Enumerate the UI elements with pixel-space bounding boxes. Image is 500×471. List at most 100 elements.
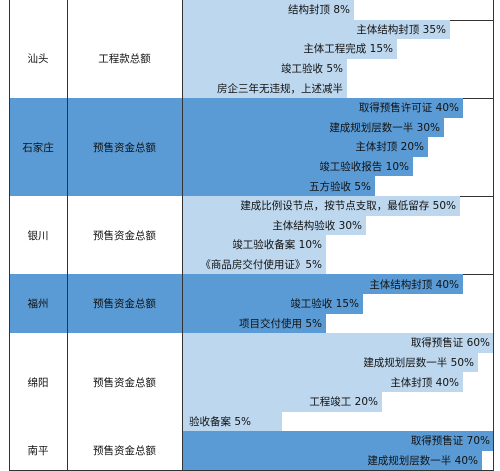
city-name: 福州 [9,274,67,334]
release-step-bar [182,372,463,392]
release-step-row: 五方验收 5% [182,176,375,196]
release-step-label: 竣工验收报告 10% [319,161,409,174]
release-step-row: 工程竣工 20% [182,391,382,412]
release-step-bar [182,196,460,216]
city-group: 结构封顶 8% [9,0,494,20]
release-step-bar [182,39,397,59]
fund-type: 预售资金总额 [67,196,182,275]
release-step-row: 主体工程完成 15% [182,39,397,59]
release-step-row: 建成比例设节点，按节点支取，最低留存 50% [182,196,460,216]
release-step-label: 验收备案 5% [189,415,251,428]
city-group: 石家庄 预售资金总额 取得预售许可证 40% 建成规划层数一半 30% 主体封顶 20%… [9,98,494,196]
release-step-bar [182,293,363,314]
release-step-row: 竣工验收报告 10% [182,156,413,177]
release-step-label: 竣工验收备案 10% [232,239,322,252]
release-step-row: 竣工验收 15% [182,293,363,314]
release-step-bars: 建成比例设节点，按节点支取，最低留存 50% 主体结构验收 30% 竣工验收备案 1… [182,196,494,275]
release-step-label: 取得预售证 70% [410,435,490,448]
release-step-row: 主体封顶 20% [182,137,428,157]
column-divider [182,0,183,471]
city-group: 绵阳 预售资金总额 取得预售证 60% 建成规划层数一半 50% 主体封顶 40% 工程竣… [9,333,494,432]
release-step-bar [182,58,347,79]
release-step-label: 主体结构封顶 40% [369,278,459,291]
release-step-row: 主体结构验收 30% [182,215,366,236]
release-step-bars: 主体结构封顶 35% 主体工程完成 15% 竣工验收 5% 房企三年无违规，上述减半 [182,19,494,98]
release-step-label: 主体结构封顶 35% [356,23,446,36]
fund-type: 预售资金总额 [67,274,182,334]
city-name: 汕头 [9,19,67,98]
release-step-label: 五方验收 5% [309,180,371,193]
release-step-row: 竣工验收 5% [182,58,347,79]
release-step-row: 取得预售证 70% [182,431,494,451]
release-step-bar [182,137,428,157]
release-step-row: 验收备案 5% [182,411,282,432]
release-step-label: 房企三年无违规，上述减半 [217,82,343,95]
release-step-bar [182,254,326,275]
release-step-label: 主体结构验收 30% [272,219,362,232]
release-step-label: 建成规划层数一半 50% [363,357,474,370]
release-step-label: 取得预售证 60% [410,337,490,350]
release-step-bars: 结构封顶 8% [182,0,494,20]
fund-type: 工程款总额 [67,19,182,98]
release-step-row: 《商品房交付使用证》5% [182,254,326,275]
release-step-bars: 主体结构封顶 40% 竣工验收 15% 项目交付使用 5% [182,274,494,334]
release-step-row: 房企三年无违规，上述减半 [182,78,347,98]
release-step-row: 主体封顶 40% [182,372,463,392]
release-step-label: 结构封顶 8% [288,4,350,17]
release-step-label: 主体工程完成 15% [303,43,393,56]
release-step-bar [182,98,463,118]
release-step-row: 取得预售许可证 40% [182,98,463,118]
release-step-bar [182,411,282,432]
fund-release-table: 结构封顶 8% 汕头 工程款总额 主体结构封顶 35% 主体工程完成 15% 竣工验收 5… [9,0,494,471]
release-step-row: 主体结构封顶 35% [182,19,450,40]
release-step-bar [182,117,444,138]
release-step-bar [182,176,375,196]
release-step-bar [182,333,494,353]
release-step-row: 主体结构封顶 40% [182,274,463,294]
fund-type [67,0,182,20]
release-step-bar [182,235,326,255]
city-group: 银川 预售资金总额 建成比例设节点，按节点支取，最低留存 50% 主体结构验收 30%… [9,196,494,275]
city-name: 绵阳 [9,333,67,432]
city-name: 南平 [9,431,67,471]
city-group: 福州 预售资金总额 主体结构封顶 40% 竣工验收 15% 项目交付使用 5% [9,274,494,334]
fund-type: 预售资金总额 [67,98,182,196]
release-step-label: 主体封顶 20% [355,141,424,154]
city-name [9,0,67,20]
release-step-bars: 取得预售许可证 40% 建成规划层数一半 30% 主体封顶 20% 竣工验收报告 10… [182,98,494,196]
release-step-label: 建成规划层数一半 40% [367,455,478,468]
release-step-row: 项目交付使用 5% [182,313,326,334]
release-step-bar [182,313,326,334]
release-step-label: 项目交付使用 5% [239,317,322,330]
release-step-label: 工程竣工 20% [309,396,378,409]
release-step-label: 主体封顶 40% [390,376,459,389]
column-divider [493,0,494,471]
release-step-row: 建成规划层数一半 40% [182,450,482,471]
city-group: 南平 预售资金总额 取得预售证 70% 建成规划层数一半 40% [9,431,494,471]
release-step-bar [182,0,354,20]
column-divider [9,0,10,471]
release-step-bar [182,156,413,177]
release-step-label: 竣工验收 15% [290,298,359,311]
release-step-bar [182,78,347,98]
release-step-row: 建成规划层数一半 50% [182,352,478,373]
release-step-bar [182,19,450,40]
release-step-row: 结构封顶 8% [182,0,354,20]
fund-type: 预售资金总额 [67,431,182,471]
release-step-bars: 取得预售证 70% 建成规划层数一半 40% [182,431,494,471]
fund-type: 预售资金总额 [67,333,182,432]
release-step-label: 建成比例设节点，按节点支取，最低留存 50% [240,200,456,213]
release-step-bar [182,352,478,373]
release-step-label: 《商品房交付使用证》5% [200,259,322,272]
release-step-label: 竣工验收 5% [281,63,343,76]
release-step-row: 建成规划层数一半 30% [182,117,444,138]
city-name: 银川 [9,196,67,275]
city-group: 汕头 工程款总额 主体结构封顶 35% 主体工程完成 15% 竣工验收 5% 房企三年无违… [9,19,494,98]
release-step-bar [182,274,463,294]
release-step-label: 建成规划层数一半 30% [329,121,440,134]
city-name: 石家庄 [9,98,67,196]
release-step-bar [182,391,382,412]
release-step-row: 取得预售证 60% [182,333,494,353]
release-step-bars: 取得预售证 60% 建成规划层数一半 50% 主体封顶 40% 工程竣工 20% 验收备… [182,333,494,432]
column-divider [67,0,68,471]
